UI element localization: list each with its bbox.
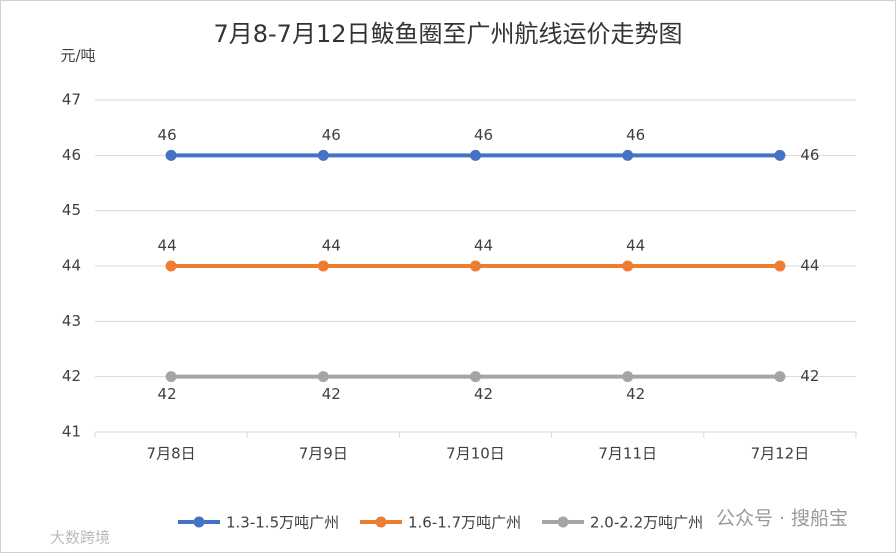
y-tick-label: 42 bbox=[62, 367, 81, 385]
x-tick-label: 7月11日 bbox=[598, 445, 657, 463]
y-tick-label: 41 bbox=[62, 423, 81, 441]
data-label: 42 bbox=[158, 385, 177, 403]
data-point bbox=[470, 149, 481, 161]
y-tick-label: 46 bbox=[62, 146, 81, 164]
data-point bbox=[165, 149, 177, 161]
data-label: 46 bbox=[322, 126, 341, 144]
data-point bbox=[165, 260, 177, 272]
y-tick-label: 43 bbox=[62, 312, 81, 330]
x-tick-label: 7月10日 bbox=[446, 445, 505, 463]
data-label: 44 bbox=[626, 237, 645, 255]
data-label: 42 bbox=[322, 385, 341, 403]
legend-marker bbox=[193, 516, 205, 528]
data-label: 46 bbox=[158, 126, 177, 144]
data-point bbox=[317, 260, 329, 272]
data-label: 46 bbox=[626, 126, 645, 144]
y-tick-label: 44 bbox=[62, 257, 81, 275]
data-point bbox=[774, 149, 786, 161]
data-point bbox=[622, 260, 634, 272]
data-point bbox=[317, 149, 329, 161]
data-point bbox=[165, 371, 177, 383]
data-point bbox=[622, 149, 634, 161]
legend-marker bbox=[375, 516, 387, 528]
x-tick-label: 7月8日 bbox=[147, 445, 196, 463]
data-label: 46 bbox=[800, 146, 819, 164]
legend-marker bbox=[557, 516, 569, 528]
chart-title: 7月8-7月12日鲅鱼圈至广州航线运价走势图 bbox=[213, 20, 682, 48]
y-axis-label: 元/吨 bbox=[60, 47, 95, 65]
data-label: 42 bbox=[800, 367, 819, 385]
data-point bbox=[470, 371, 481, 383]
data-label: 42 bbox=[474, 385, 493, 403]
x-tick-label: 7月12日 bbox=[751, 445, 810, 463]
x-tick-label: 7月9日 bbox=[299, 445, 348, 463]
y-tick-label: 47 bbox=[62, 91, 81, 109]
data-point bbox=[774, 371, 786, 383]
data-point bbox=[470, 260, 481, 272]
y-tick-label: 45 bbox=[62, 201, 81, 219]
data-label: 46 bbox=[474, 126, 493, 144]
data-label: 44 bbox=[322, 237, 341, 255]
data-label: 44 bbox=[800, 257, 819, 275]
watermark: 公众号 · 搜船宝 bbox=[716, 508, 848, 530]
data-label: 44 bbox=[158, 237, 177, 255]
legend-label: 1.6-1.7万吨广州 bbox=[408, 514, 521, 532]
data-point bbox=[622, 371, 634, 383]
legend-label: 2.0-2.2万吨广州 bbox=[590, 514, 703, 532]
watermark: 大数跨境 bbox=[50, 529, 110, 547]
data-label: 42 bbox=[626, 385, 645, 403]
data-point bbox=[317, 371, 329, 383]
data-point bbox=[774, 260, 786, 272]
data-label: 44 bbox=[474, 237, 493, 255]
legend-label: 1.3-1.5万吨广州 bbox=[226, 514, 339, 532]
